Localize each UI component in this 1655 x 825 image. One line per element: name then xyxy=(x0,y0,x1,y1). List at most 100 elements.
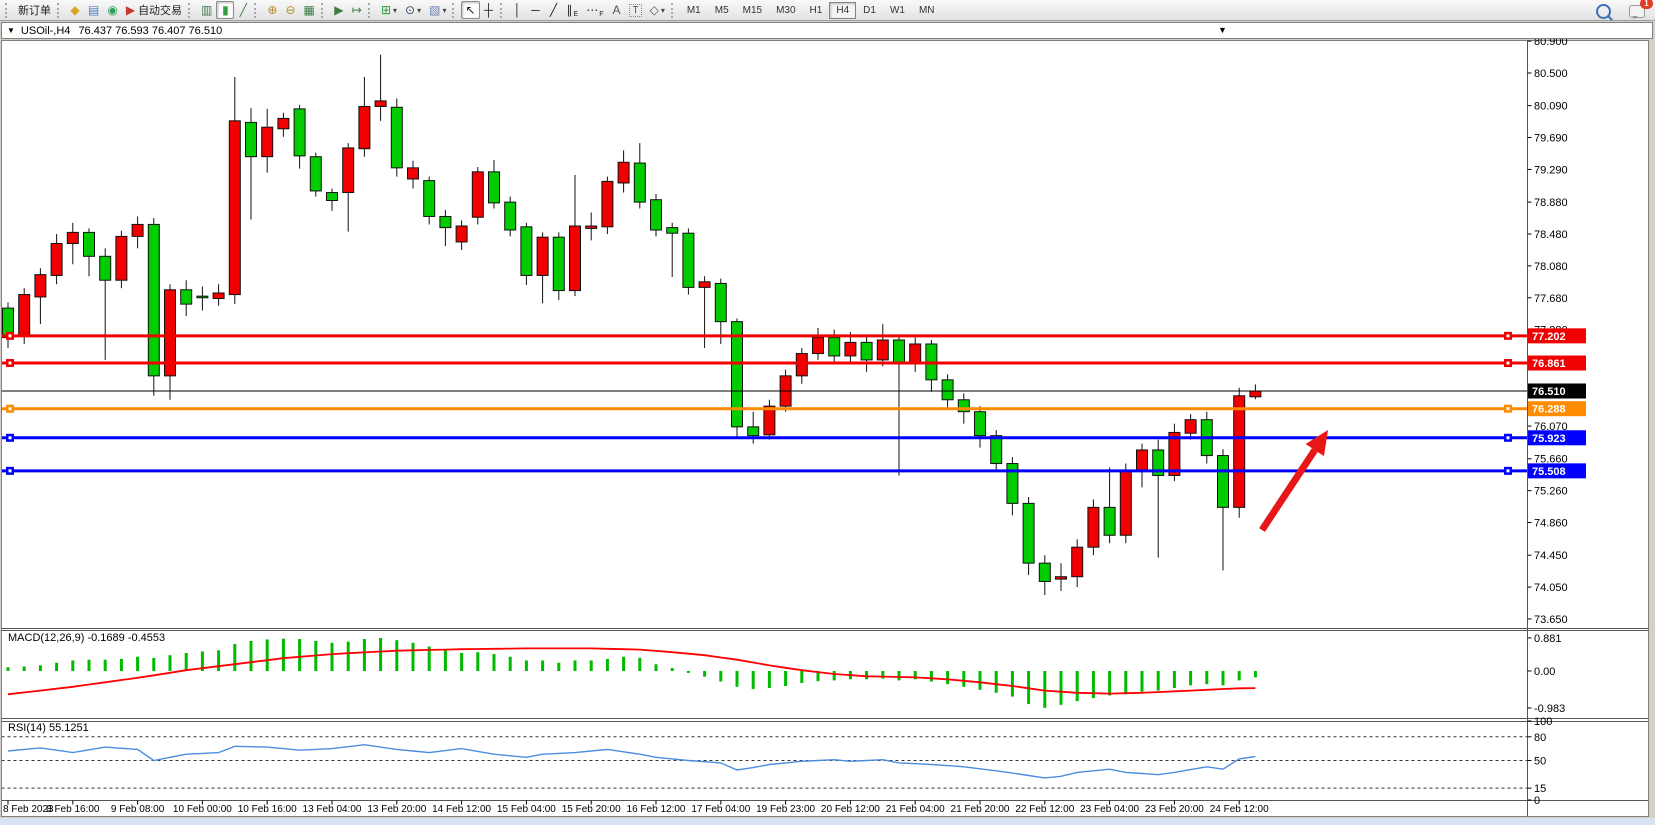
templates-button[interactable]: ▧ ▾ xyxy=(429,3,447,17)
search-button[interactable] xyxy=(1592,2,1615,20)
bar-chart-icon[interactable]: ▥ xyxy=(197,1,216,19)
timeframe-button-h1[interactable]: H1 xyxy=(809,4,823,16)
candle-body xyxy=(698,281,711,288)
chart-shift-marker[interactable]: ▼ xyxy=(1218,25,1227,35)
candle-body xyxy=(1184,419,1197,434)
new-chart-button[interactable]: ⊞ ▾ xyxy=(380,3,398,17)
macd-histogram-bar xyxy=(6,667,10,671)
new-order-button[interactable]: 新订单 xyxy=(18,5,51,17)
macd-histogram-bar xyxy=(670,667,674,671)
candle-body xyxy=(342,147,355,194)
candle-body xyxy=(763,405,776,436)
macd-histogram-bar xyxy=(119,658,123,671)
cursor-icon-glyph: ↖ xyxy=(465,3,476,17)
candle-body xyxy=(1006,463,1019,504)
chat-button[interactable]: 1 xyxy=(1625,0,1653,20)
autotrading-button[interactable]: ▶ 自动交易 xyxy=(125,3,183,17)
macd-histogram-bar xyxy=(492,654,496,671)
candle-body xyxy=(471,171,484,218)
time-axis-label: 8 Feb 16:00 xyxy=(46,804,100,815)
auto-scroll-icon-glyph: ▶ xyxy=(334,3,344,17)
equidistant-channel-icon[interactable]: ∥ E xyxy=(566,3,579,18)
macd-histogram-bar xyxy=(362,639,366,671)
tile-windows-icon[interactable]: ▦ xyxy=(300,1,319,19)
time-axis-label: 24 Feb 12:00 xyxy=(1210,804,1269,815)
report-icon[interactable]: ▤ xyxy=(84,1,103,19)
chart-shift-icon[interactable]: ↦ xyxy=(348,1,366,19)
rsi-axis-label: 50 xyxy=(1534,756,1546,768)
macd-histogram-bar xyxy=(136,656,140,671)
macd-histogram-bar xyxy=(1108,671,1112,696)
candle-body xyxy=(957,399,970,413)
timeframe-button-mn[interactable]: MN xyxy=(918,4,935,16)
macd-histogram-bar xyxy=(1253,671,1257,678)
line-chart-icon[interactable]: ╱ xyxy=(234,1,252,19)
arrow-annotation-shaft[interactable] xyxy=(1259,448,1318,532)
zoom-in-icon[interactable]: ⊕ xyxy=(263,1,281,19)
timeframe-button-d1[interactable]: D1 xyxy=(863,4,876,16)
candle-body xyxy=(488,171,500,204)
macd-histogram-bar xyxy=(541,660,545,671)
rsi-axis-label: 80 xyxy=(1534,732,1546,744)
macd-histogram-bar xyxy=(427,646,431,671)
text-icon[interactable]: A xyxy=(607,1,625,19)
time-axis-label: 8 Feb 2023 xyxy=(3,804,54,815)
macd-histogram-bar xyxy=(735,671,739,687)
vertical-line-icon[interactable]: │ xyxy=(509,1,527,19)
zoom-in-icon-glyph: ⊕ xyxy=(267,3,278,17)
gold-chart-icon[interactable]: ◆ xyxy=(66,1,84,19)
candle-body xyxy=(1249,390,1262,398)
fibonacci-icon[interactable]: ⋯ F xyxy=(586,3,604,18)
macd-histogram-bar xyxy=(1205,671,1209,685)
arrows-button[interactable]: ◇ ▾ xyxy=(649,3,665,17)
candle-body xyxy=(358,105,371,150)
candle-body xyxy=(731,321,743,428)
candle-body xyxy=(504,201,517,231)
gold-chart-icon-glyph: ◆ xyxy=(70,3,80,17)
tile-windows-icon-glyph: ▦ xyxy=(303,3,315,17)
timeframe-button-w1[interactable]: W1 xyxy=(889,4,905,16)
price-axis-label: 74.050 xyxy=(1534,582,1568,594)
text-label-icon[interactable]: T xyxy=(625,1,645,19)
macd-histogram-bar xyxy=(881,671,885,679)
periods-button[interactable]: ⊙ ▾ xyxy=(405,3,422,17)
macd-histogram-bar xyxy=(1140,671,1144,692)
auto-scroll-icon[interactable]: ▶ xyxy=(330,1,348,19)
timeframe-button-m5[interactable]: M5 xyxy=(714,4,729,16)
timeframe-button-m1[interactable]: M1 xyxy=(686,4,701,16)
window-menu-icon[interactable]: ▼ xyxy=(7,26,15,35)
price-axis-label: 79.690 xyxy=(1534,133,1568,145)
crosshair-icon[interactable]: ┼ xyxy=(480,1,498,19)
candle-body xyxy=(455,225,468,243)
line-handle-center xyxy=(1506,361,1510,365)
macd-histogram-bar xyxy=(460,652,464,671)
zoom-out-icon[interactable]: ⊖ xyxy=(281,1,299,19)
macd-histogram-bar xyxy=(638,657,642,671)
arrow-annotation-head[interactable] xyxy=(1305,430,1328,457)
macd-histogram-bar xyxy=(38,665,42,671)
macd-histogram-bar xyxy=(249,640,253,671)
timeframe-button-m15[interactable]: M15 xyxy=(742,4,763,16)
price-badge-label: 75.508 xyxy=(1532,466,1566,478)
timeframe-button-h4[interactable]: H4 xyxy=(829,1,857,19)
candlestick-chart-icon[interactable]: ▮ xyxy=(216,1,235,19)
candle-body xyxy=(293,108,306,157)
trendline-icon[interactable]: ╱ xyxy=(545,1,563,19)
macd-histogram-bar xyxy=(929,671,933,682)
chart-shift-icon-glyph: ↦ xyxy=(351,3,362,17)
candle-body xyxy=(552,236,565,292)
time-axis-label: 9 Feb 08:00 xyxy=(111,804,165,815)
horizontal-line-icon[interactable]: ─ xyxy=(527,1,545,19)
price-axis-label: 80.900 xyxy=(1534,36,1568,48)
macd-histogram-bar xyxy=(1059,671,1063,705)
autotrading-glyph: ▶ xyxy=(125,3,136,17)
price-badge xyxy=(1528,401,1586,417)
price-axis-label: 74.860 xyxy=(1534,518,1568,530)
time-axis-label: 13 Feb 04:00 xyxy=(303,804,362,815)
equidistant-channel-icon-glyph: ∥ xyxy=(566,3,573,17)
cursor-icon[interactable]: ↖ xyxy=(461,1,480,19)
timeframe-button-m30[interactable]: M30 xyxy=(776,4,796,16)
price-axis-label: 73.650 xyxy=(1534,614,1568,626)
datacenter-icon[interactable]: ◉ xyxy=(103,1,121,19)
report-icon-glyph: ▤ xyxy=(88,3,100,17)
